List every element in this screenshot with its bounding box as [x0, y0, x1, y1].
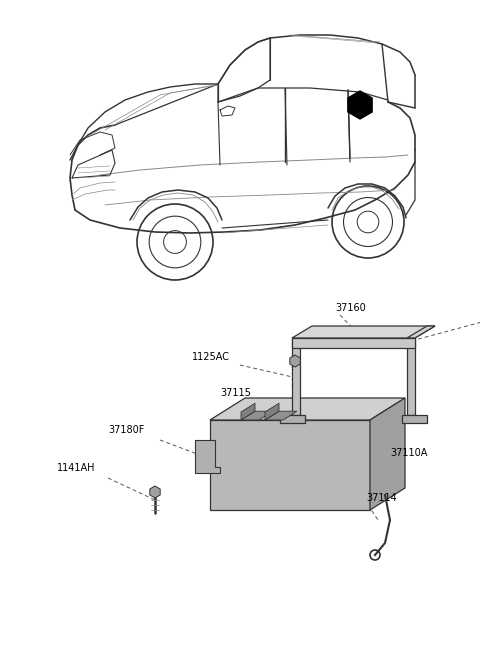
Text: 37114: 37114 [366, 493, 397, 503]
Polygon shape [210, 420, 370, 510]
Text: 1141AH: 1141AH [57, 463, 96, 473]
Polygon shape [407, 326, 435, 338]
Text: 37115: 37115 [220, 388, 251, 398]
Polygon shape [265, 403, 279, 420]
Text: 37180F: 37180F [108, 425, 144, 435]
Polygon shape [402, 415, 427, 423]
Polygon shape [210, 398, 405, 420]
Polygon shape [290, 355, 300, 367]
Polygon shape [241, 411, 273, 420]
Polygon shape [292, 326, 435, 338]
Polygon shape [370, 398, 405, 510]
Polygon shape [241, 403, 255, 420]
Text: 37160: 37160 [335, 303, 366, 313]
Polygon shape [265, 411, 297, 420]
Text: 1125AC: 1125AC [192, 352, 230, 362]
Polygon shape [150, 486, 160, 498]
Polygon shape [292, 338, 415, 348]
Polygon shape [195, 440, 220, 473]
Text: 37110A: 37110A [390, 448, 427, 458]
Polygon shape [407, 338, 415, 415]
Polygon shape [348, 91, 372, 119]
Polygon shape [292, 338, 300, 415]
Polygon shape [280, 415, 305, 423]
